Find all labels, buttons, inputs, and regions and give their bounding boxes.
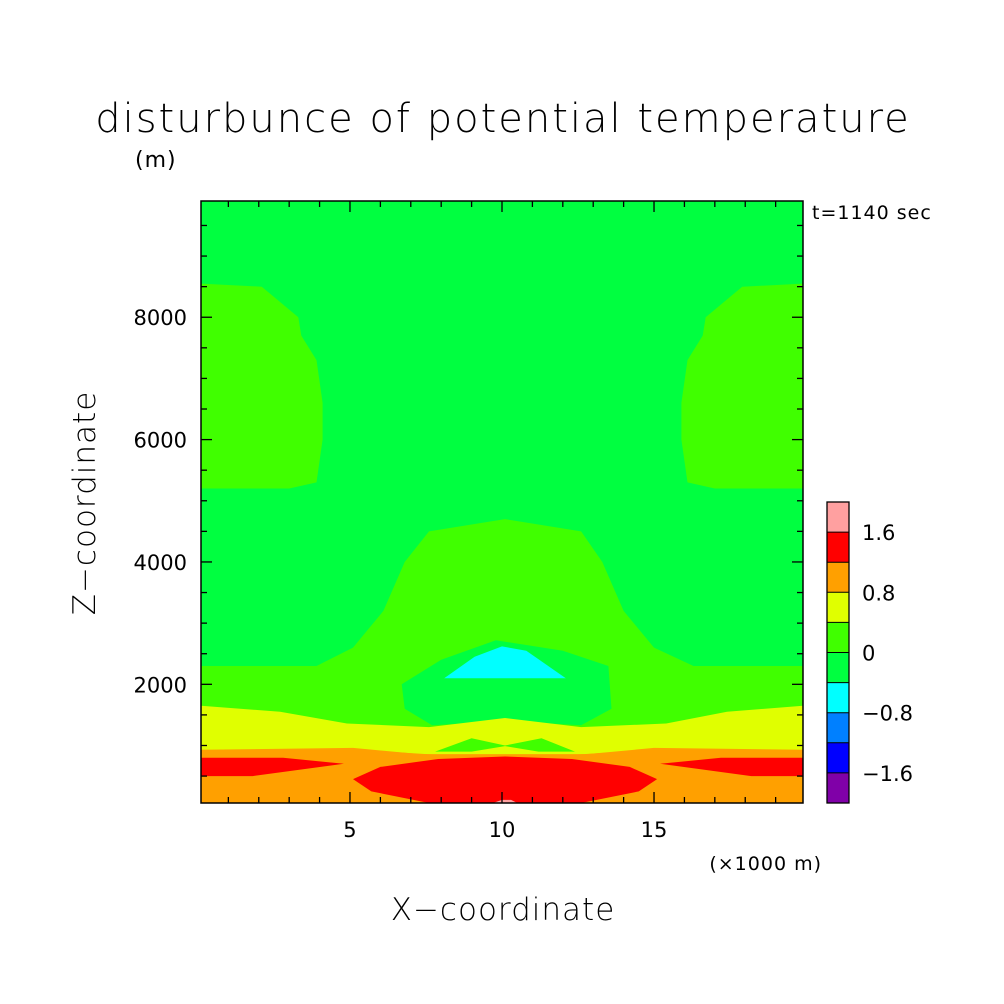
chart-subtitle-unit: (m) — [135, 148, 177, 173]
time-annotation: t=1140 sec — [812, 202, 932, 224]
contour-region-1 — [681, 283, 803, 489]
x-axis-unit-note: (×1000 m) — [709, 853, 822, 875]
colorbar-label: 0.8 — [862, 581, 895, 605]
contour-region-4 — [444, 646, 566, 679]
colorbar: −1.6 −0.8 0 0.8 1.6 — [826, 501, 913, 804]
contour-region-3 — [401, 640, 612, 726]
contour-field — [201, 201, 803, 803]
colorbar-swatch — [827, 682, 849, 713]
colorbar-label: −0.8 — [862, 702, 913, 726]
colorbar-swatch — [827, 502, 849, 533]
colorbar-swatch — [827, 562, 849, 593]
colorbar-label: −1.6 — [862, 762, 913, 786]
colorbar-swatch — [827, 532, 849, 563]
x-tick-label: 10 — [489, 818, 516, 842]
y-tick-label: 8000 — [134, 306, 187, 330]
colorbar-swatch — [827, 772, 849, 803]
colorbar-swatch — [827, 622, 849, 653]
y-tick-label: 6000 — [134, 429, 187, 453]
contour-region-9 — [201, 757, 344, 777]
colorbar-swatch — [827, 712, 849, 743]
y-axis-label: Z−coordinate — [67, 391, 103, 616]
y-tick-label: 4000 — [134, 551, 187, 575]
x-tick-label: 15 — [641, 818, 668, 842]
colorbar-swatch — [827, 592, 849, 623]
chart-title: disturbunce of potential temperature — [95, 96, 911, 142]
contour-region-12 — [492, 799, 518, 803]
axis-ticks: 5 10 15 2000 4000 6000 8000 — [134, 201, 803, 842]
y-tick-label: 2000 — [134, 673, 187, 697]
contour-region-0 — [201, 283, 323, 489]
colorbar-label: 0 — [862, 642, 875, 666]
x-axis-label: X−coordinate — [391, 892, 616, 928]
colorbar-swatch — [827, 652, 849, 683]
colorbar-swatch — [827, 742, 849, 773]
x-tick-label: 5 — [343, 818, 356, 842]
contour-region-11 — [353, 756, 658, 803]
contour-region-6 — [435, 738, 575, 752]
colorbar-label: 1.6 — [862, 521, 895, 545]
contour-region-10 — [660, 757, 803, 777]
